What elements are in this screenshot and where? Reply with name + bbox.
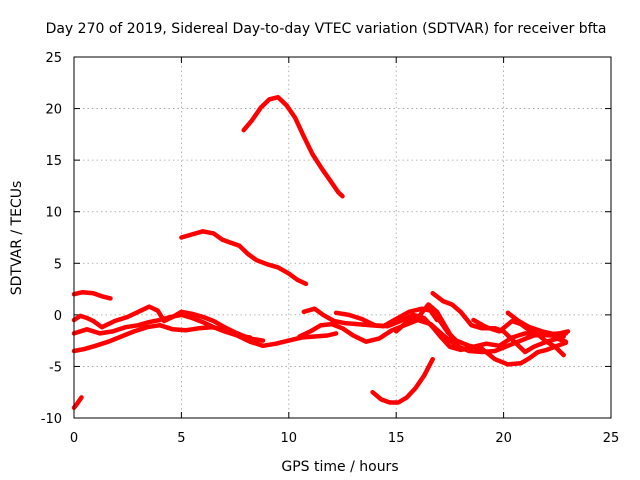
plot-frame [73, 56, 612, 419]
x-tick-label: 5 [177, 431, 185, 446]
y-tick-label: 5 [54, 257, 62, 272]
x-tick-label: 15 [388, 431, 405, 446]
series-arc-2 [71, 289, 113, 301]
series-arc-10 [333, 310, 566, 353]
x-tick-label: 25 [603, 431, 620, 446]
y-axis-label: SDTVAR / TECUs [9, 181, 25, 296]
y-tick-label: 0 [54, 309, 62, 324]
y-tick-label: 10 [45, 206, 62, 221]
chart-title: Day 270 of 2019, Sidereal Day-to-day VTE… [46, 21, 607, 37]
y-tick-label: 20 [45, 103, 62, 118]
series-arc-6 [179, 229, 309, 287]
x-tick-label: 20 [495, 431, 512, 446]
series-arc-14 [426, 304, 569, 367]
x-axis-label: GPS time / hours [281, 459, 398, 475]
series-arc-3 [71, 304, 266, 343]
series-group [71, 94, 571, 410]
grid [74, 57, 611, 418]
series-arc-1 [71, 395, 84, 410]
series-arc-5 [71, 312, 253, 340]
y-tick-label: 25 [45, 51, 62, 66]
y-tick-label: 15 [45, 154, 62, 169]
series-arc-7 [241, 94, 345, 199]
x-tick-label: 0 [70, 431, 78, 446]
series-arc-16 [505, 310, 569, 337]
axis-ticks: 0 5 10 15 20 25 -10 -5 0 5 10 15 20 25 [41, 51, 620, 446]
y-tick-label: -10 [41, 412, 62, 427]
x-tick-label: 10 [281, 431, 298, 446]
series-arc-11 [370, 356, 435, 405]
series-arc-4 [71, 322, 339, 354]
y-tick-label: -5 [49, 360, 62, 375]
